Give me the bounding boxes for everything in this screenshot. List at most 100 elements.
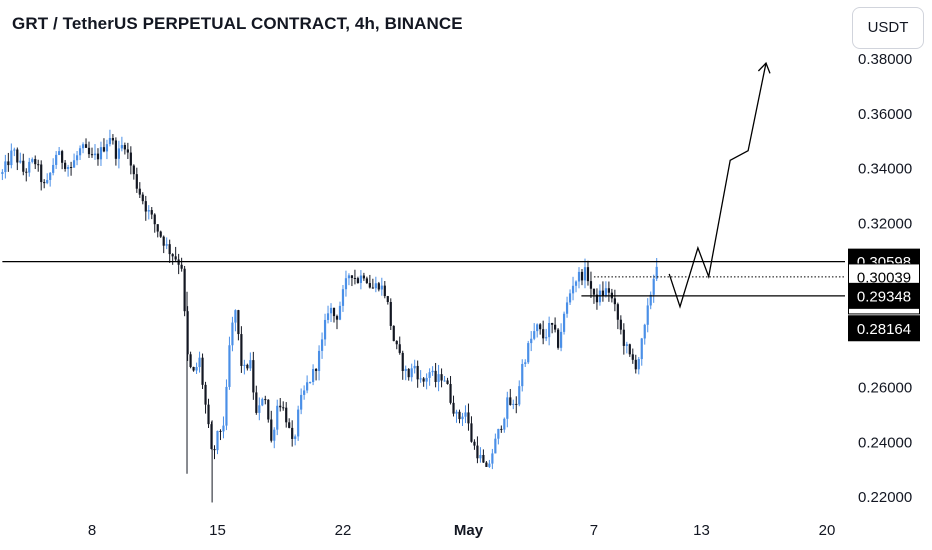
candle xyxy=(392,325,395,342)
candle-body xyxy=(276,405,279,430)
candle-body xyxy=(619,319,622,330)
candle-body xyxy=(147,210,150,212)
candle xyxy=(126,142,129,159)
candle xyxy=(586,260,590,286)
candle-body xyxy=(521,363,524,387)
candle-body xyxy=(159,231,162,237)
candle-body xyxy=(40,164,43,183)
candle xyxy=(19,152,22,164)
candle xyxy=(314,368,318,381)
candle-body xyxy=(87,147,91,155)
candle-body xyxy=(350,275,354,278)
candle xyxy=(530,331,533,352)
candle-body xyxy=(22,160,25,172)
candle xyxy=(446,377,449,385)
candle-body xyxy=(476,445,479,459)
candle-body xyxy=(183,268,186,312)
candle xyxy=(294,434,297,446)
candle xyxy=(512,399,515,410)
candle xyxy=(562,311,566,335)
candle xyxy=(506,391,509,428)
candle-body xyxy=(240,334,243,366)
candle xyxy=(192,366,195,372)
candle-body xyxy=(309,382,312,384)
candle xyxy=(365,276,368,285)
candle xyxy=(401,350,404,380)
candle xyxy=(225,379,228,431)
candle xyxy=(536,323,539,338)
candle-body xyxy=(500,428,503,430)
candle-body xyxy=(595,294,599,303)
candle xyxy=(219,429,222,441)
candle-body xyxy=(153,214,156,225)
price-axis[interactable]: 0.22000 0.24000 0.26000 0.32000 0.34000 0.360… xyxy=(858,51,912,506)
candle xyxy=(171,253,174,265)
candle xyxy=(306,375,309,394)
time-tick-label: 8 xyxy=(88,522,96,539)
candle xyxy=(87,141,91,158)
candle-body xyxy=(270,419,273,441)
candle-body xyxy=(204,384,207,405)
price-tag-label: 0.29348 xyxy=(857,288,911,305)
candle-body xyxy=(380,285,383,290)
price-tick-label: 0.36000 xyxy=(858,106,912,123)
candle xyxy=(96,148,100,166)
candle xyxy=(123,142,126,155)
candle xyxy=(75,150,79,166)
candle xyxy=(216,430,219,455)
candle-body xyxy=(314,369,318,372)
candle-body xyxy=(389,302,392,326)
candle xyxy=(643,323,646,345)
candle xyxy=(231,316,234,352)
time-tick-label: 22 xyxy=(335,522,352,539)
candle-body xyxy=(132,165,135,175)
candle xyxy=(622,323,625,355)
candle xyxy=(120,136,123,152)
candle-body xyxy=(625,344,628,346)
candle xyxy=(138,182,141,198)
candle-body xyxy=(551,322,554,325)
candle-body xyxy=(52,164,55,173)
candle xyxy=(616,302,619,330)
candle xyxy=(634,354,637,374)
candle-body xyxy=(300,394,303,410)
candle xyxy=(407,368,410,381)
candle-body xyxy=(114,140,118,159)
candle-body xyxy=(449,383,452,403)
candle xyxy=(90,147,94,158)
candle xyxy=(282,401,285,411)
candle xyxy=(204,381,207,414)
candle xyxy=(323,313,327,346)
candle xyxy=(395,340,398,350)
candle-body xyxy=(1,172,4,174)
candle-body xyxy=(359,275,363,283)
candle xyxy=(201,353,204,389)
candle-body xyxy=(455,411,458,414)
candle xyxy=(524,359,527,367)
candle xyxy=(249,352,252,371)
candle-body xyxy=(111,137,115,141)
candle-body xyxy=(425,377,428,382)
candle xyxy=(428,368,431,386)
price-tick-label: 0.24000 xyxy=(858,434,912,451)
candle-body xyxy=(162,236,165,246)
candle-body xyxy=(216,430,219,451)
candle xyxy=(147,205,150,220)
price-tick-label: 0.38000 xyxy=(858,51,912,68)
candle xyxy=(16,147,19,171)
candle-body xyxy=(518,386,521,405)
time-tick-label: 15 xyxy=(209,522,226,539)
candle xyxy=(72,153,76,168)
candle xyxy=(153,213,156,233)
candle xyxy=(210,421,213,450)
currency-button[interactable]: USDT xyxy=(852,7,924,49)
candle-body xyxy=(479,454,482,459)
candle xyxy=(613,289,616,312)
candle-body xyxy=(252,360,255,393)
candle-body xyxy=(13,149,16,151)
candle-body xyxy=(81,144,85,149)
candle-body xyxy=(428,372,431,378)
time-axis[interactable]: 8 15 22 May 7 13 20 xyxy=(88,522,836,539)
